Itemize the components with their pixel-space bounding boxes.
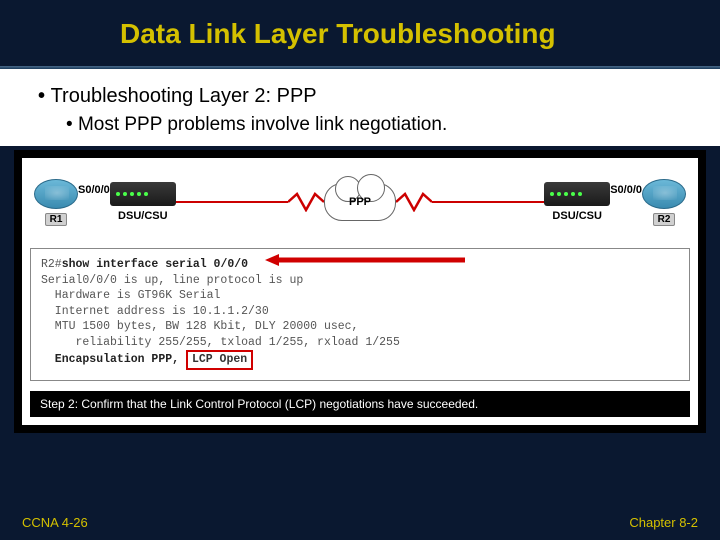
slide-title: Data Link Layer Troubleshooting [120, 18, 720, 50]
callout-arrow [265, 254, 465, 266]
led-icon [130, 192, 134, 196]
led-icon [564, 192, 568, 196]
dsu-right-label: DSU/CSU [552, 210, 602, 222]
diagram-panel: R1 S0/0/0 DSU/CSU [14, 150, 706, 433]
ppp-cloud: PPP [324, 183, 396, 221]
led-icon [123, 192, 127, 196]
router-r2: R2 [642, 179, 686, 226]
bullet-level-2: Most PPP problems involve link negotiati… [66, 114, 700, 136]
dsu-left-label: DSU/CSU [118, 210, 168, 222]
led-icon [144, 192, 148, 196]
router-r2-label: R2 [653, 213, 676, 226]
iface-left-group: S0/0/0 [78, 184, 110, 220]
interface-right-label: S0/0/0 [610, 184, 642, 196]
zigzag-left [288, 192, 324, 212]
content-area: Troubleshooting Layer 2: PPP Most PPP pr… [0, 69, 720, 146]
cli-line: reliability 255/255, txload 1/255, rxloa… [41, 335, 679, 351]
footer: CCNA 4-26 Chapter 8-2 [0, 515, 720, 530]
interface-left-label: S0/0/0 [78, 184, 110, 196]
led-icon [578, 192, 582, 196]
router-icon [34, 179, 78, 209]
lcp-status-highlight: LCP Open [186, 350, 253, 370]
cli-line: Hardware is GT96K Serial [41, 288, 679, 304]
zigzag-right [396, 192, 432, 212]
bullet-level-1: Troubleshooting Layer 2: PPP [38, 85, 700, 108]
encaps-label: Encapsulation PPP, [41, 353, 186, 366]
cli-encaps-line: Encapsulation PPP, LCP Open [41, 350, 679, 370]
step-instruction: Step 2: Confirm that the Link Control Pr… [30, 391, 690, 417]
cli-line: Internet address is 10.1.1.2/30 [41, 304, 679, 320]
slide: Data Link Layer Troubleshooting Troubles… [0, 0, 720, 540]
diagram-inner: R1 S0/0/0 DSU/CSU [22, 158, 698, 425]
cli-command: show interface serial 0/0/0 [62, 258, 248, 271]
link-segment [176, 201, 288, 203]
link-segment [432, 201, 544, 203]
led-icon [571, 192, 575, 196]
cli-prompt: R2# [41, 258, 62, 271]
cloud-label: PPP [349, 196, 371, 208]
router-r1: R1 [34, 179, 78, 226]
title-area: Data Link Layer Troubleshooting [0, 0, 720, 60]
dsu-right: DSU/CSU [544, 182, 610, 222]
footer-left: CCNA 4-26 [22, 515, 88, 530]
footer-right: Chapter 8-2 [629, 515, 698, 530]
cli-output-box: R2#show interface serial 0/0/0 Serial0/0… [30, 248, 690, 381]
router-r1-label: R1 [45, 213, 68, 226]
iface-right-group: S0/0/0 [610, 184, 642, 220]
dsu-icon [544, 182, 610, 206]
led-icon [557, 192, 561, 196]
led-icon [137, 192, 141, 196]
led-icon [116, 192, 120, 196]
cli-line: Serial0/0/0 is up, line protocol is up [41, 273, 679, 289]
led-icon [550, 192, 554, 196]
network-topology: R1 S0/0/0 DSU/CSU [30, 168, 690, 236]
cli-line: MTU 1500 bytes, BW 128 Kbit, DLY 20000 u… [41, 319, 679, 335]
dsu-left: DSU/CSU [110, 182, 176, 222]
dsu-icon [110, 182, 176, 206]
router-icon [642, 179, 686, 209]
